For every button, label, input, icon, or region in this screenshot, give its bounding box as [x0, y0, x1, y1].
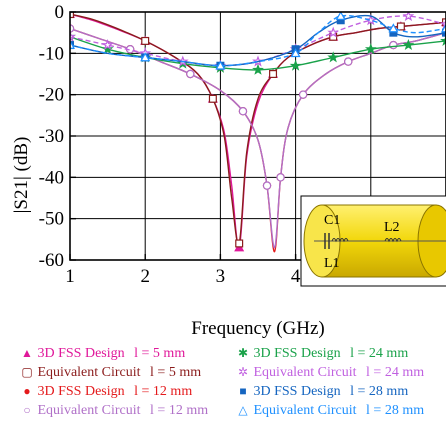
x-axis-title: Frequency (GHz): [191, 318, 324, 339]
series-layer: [70, 12, 446, 253]
triangle-open-marker-icon: △: [238, 403, 248, 417]
data-point-marker: [141, 36, 150, 45]
data-point-marker: [262, 181, 272, 190]
star-open-marker-icon: ✲: [237, 365, 249, 379]
s21-chart: 1234560-10-20-30-40-50-60 Frequency (GHz…: [11, 2, 446, 339]
data-point-marker: [402, 12, 415, 22]
triangle-marker-icon: ▲: [21, 346, 33, 360]
data-point-marker: [70, 30, 76, 42]
series-line: [70, 13, 446, 246]
legend-series-param: l = 28 mm: [350, 384, 409, 399]
x-tick-label: 1: [65, 266, 75, 287]
data-point-marker: [269, 69, 278, 78]
series-2: [70, 12, 446, 248]
legend-series-param: l = 5 mm: [150, 365, 202, 380]
square-open-marker-icon: ▢: [21, 365, 33, 379]
legend-item: △ Equivalent Circuit l = 28 mm: [236, 402, 424, 419]
series-line: [70, 27, 446, 249]
data-point-marker: [442, 28, 446, 37]
y-tick-label: -50: [39, 209, 64, 230]
legend-series-name: Equivalent Circuit: [37, 403, 141, 418]
inset-diagram: C1 L1 L2: [300, 195, 446, 287]
inset-label-l1: L1: [324, 256, 340, 271]
legend-series-param: l = 12 mm: [150, 403, 209, 418]
legend-item: ▲ 3D FSS Design l = 5 mm: [20, 345, 185, 362]
ticks: 1234560-10-20-30-40-50-60: [39, 2, 446, 287]
data-point-marker: [389, 40, 398, 50]
legend-series-name: Equivalent Circuit: [253, 403, 357, 418]
square-marker-icon: ■: [239, 384, 247, 398]
data-point-marker: [440, 34, 446, 46]
data-point-marker: [140, 52, 151, 62]
data-point-marker: [335, 12, 346, 20]
data-point-marker: [327, 26, 340, 38]
legend-series-name: 3D FSS Design: [37, 346, 125, 361]
data-point-marker: [101, 39, 114, 51]
legend-series-name: 3D FSS Design: [253, 346, 341, 361]
data-point-marker: [289, 59, 302, 71]
y-tick-label: -60: [39, 250, 64, 271]
data-point-marker: [215, 60, 226, 70]
legend-series-name: 3D FSS Design: [253, 384, 341, 399]
data-point-marker: [208, 94, 217, 103]
y-tick-label: -30: [39, 126, 64, 147]
legend-series-name: Equivalent Circuit: [253, 365, 357, 380]
data-point-marker: [364, 43, 377, 55]
legend-series-param: l = 28 mm: [366, 403, 425, 418]
legend-item: ✲ Equivalent Circuit l = 24 mm: [236, 364, 424, 381]
legend-series-param: l = 5 mm: [134, 346, 186, 361]
circle-open-marker-icon: ○: [23, 403, 31, 417]
data-point-marker: [235, 239, 244, 248]
data-point-marker: [70, 12, 74, 19]
data-point-marker: [276, 173, 285, 182]
legend-item: ✱ 3D FSS Design l = 24 mm: [236, 345, 408, 362]
legend-series-name: 3D FSS Design: [37, 384, 125, 399]
star-marker-icon: ✱: [237, 346, 249, 360]
series-6: [70, 12, 446, 71]
data-point-marker: [70, 39, 76, 49]
x-tick-label: 2: [140, 266, 150, 287]
legend-series-param: l = 24 mm: [350, 346, 409, 361]
legend-item: ● 3D FSS Design l = 12 mm: [20, 383, 192, 400]
legend-series-param: l = 24 mm: [366, 365, 425, 380]
data-point-marker: [402, 39, 415, 51]
data-point-marker: [396, 22, 405, 31]
inductor-l2: [384, 238, 402, 243]
y-tick-label: -40: [39, 167, 64, 188]
legend-item: ■ 3D FSS Design l = 28 mm: [236, 383, 408, 400]
data-point-marker: [344, 57, 353, 66]
series-line: [70, 15, 446, 67]
y-tick-label: -20: [39, 85, 64, 106]
data-point-marker: [252, 63, 264, 75]
data-point-marker: [298, 90, 308, 99]
legend-item: ○ Equivalent Circuit l = 12 mm: [20, 402, 208, 419]
data-point-marker: [327, 51, 340, 63]
data-point-marker: [388, 23, 399, 33]
y-axis-title: |S21| (dB): [11, 137, 32, 214]
data-point-marker: [238, 106, 248, 116]
data-point-marker: [290, 48, 301, 58]
data-point-marker: [440, 23, 446, 33]
y-tick-label: -10: [39, 43, 64, 64]
data-point-marker: [186, 69, 195, 79]
x-tick-label: 3: [216, 266, 226, 287]
dot-marker-icon: ●: [23, 384, 31, 398]
legend: ▲ 3D FSS Design l = 5 mm ▢ Equivalent Ci…: [0, 345, 446, 429]
inductor-l1: [331, 238, 349, 243]
series-8: [70, 12, 446, 70]
inset-label-c1: C1: [324, 213, 340, 228]
x-tick-label: 4: [291, 266, 301, 287]
series-4: [70, 24, 446, 249]
legend-series-name: Equivalent Circuit: [37, 365, 141, 380]
y-tick-label: 0: [55, 2, 65, 23]
legend-series-param: l = 12 mm: [134, 384, 193, 399]
legend-item: ▢ Equivalent Circuit l = 5 mm: [20, 364, 201, 381]
inset-label-l2: L2: [384, 220, 400, 235]
data-point-marker: [101, 43, 114, 55]
